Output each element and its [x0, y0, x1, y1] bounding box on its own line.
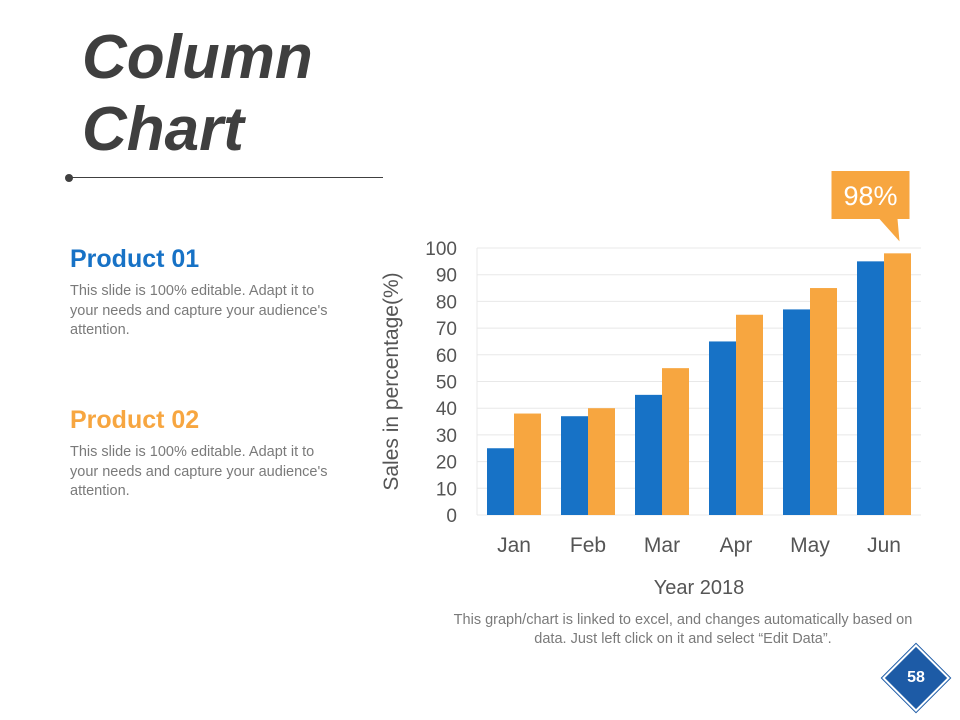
- callout-bubble: [831, 171, 910, 242]
- y-tick-label: 70: [436, 319, 457, 340]
- y-tick-label: 80: [436, 292, 457, 313]
- x-axis-ticks: Jan Feb Mar Apr May Jun: [497, 534, 901, 557]
- y-tick-label: 30: [436, 426, 457, 447]
- y-tick-label: 0: [446, 506, 457, 527]
- title-underline: [69, 177, 383, 178]
- bar-jun-series-2: [884, 253, 911, 515]
- x-tick-label: Feb: [570, 534, 606, 557]
- slide-title: Column Chart: [82, 22, 313, 166]
- y-tick-label: 90: [436, 266, 457, 287]
- bar-mar-series-2: [662, 368, 689, 515]
- slide-title-line-1: Column: [82, 23, 313, 92]
- product-01-block: Product 01 This slide is 100% editable. …: [70, 244, 340, 341]
- bar-jan-series-1: [487, 448, 514, 515]
- chart-footnote: This graph/chart is linked to excel, and…: [453, 612, 913, 647]
- bar-mar-series-1: [635, 394, 662, 515]
- y-tick-label: 60: [436, 346, 457, 367]
- callout-label: 98%: [843, 181, 897, 211]
- y-tick-label: 50: [436, 373, 457, 394]
- x-tick-label: May: [790, 534, 830, 557]
- title-underline-dot: [65, 174, 73, 182]
- y-tick-label: 20: [436, 453, 457, 474]
- x-tick-label: Apr: [720, 534, 753, 557]
- product-02-block: Product 02 This slide is 100% editable. …: [70, 405, 340, 502]
- page-number: 58: [907, 669, 925, 686]
- product-01-heading: Product 01: [70, 245, 200, 273]
- bar-apr-series-2: [736, 314, 763, 515]
- column-chart: 0 10 20 30 40 50 60 70 80 90 100 Jan Feb Mar Apr May Ju…: [380, 171, 921, 599]
- bar-jun-series-1: [857, 261, 884, 515]
- product-02-heading: Product 02: [70, 406, 200, 434]
- bar-feb-series-2: [588, 408, 615, 515]
- value-callout: 98%: [831, 171, 910, 242]
- bar-jan-series-2: [514, 413, 541, 515]
- x-axis-label: Year 2018: [654, 577, 744, 599]
- x-tick-label: Jan: [497, 534, 531, 557]
- product-02-description: This slide is 100% editable. Adapt it to…: [70, 444, 328, 499]
- bar-may-series-1: [783, 309, 810, 515]
- bar-apr-series-1: [709, 341, 736, 515]
- y-tick-label: 40: [436, 399, 457, 420]
- chart-bars: [487, 253, 911, 515]
- chart-gridlines: [476, 247, 921, 516]
- slide-title-line-2: Chart: [82, 95, 244, 164]
- bar-feb-series-1: [561, 416, 588, 515]
- y-axis-ticks: 0 10 20 30 40 50 60 70 80 90 100: [425, 239, 457, 527]
- x-tick-label: Mar: [644, 534, 680, 557]
- bar-may-series-2: [810, 288, 837, 515]
- y-tick-label: 100: [425, 239, 457, 260]
- y-axis-label: Sales in percentage(%): [380, 272, 403, 490]
- x-tick-label: Jun: [867, 534, 901, 557]
- y-tick-label: 10: [436, 479, 457, 500]
- product-01-description: This slide is 100% editable. Adapt it to…: [70, 283, 328, 338]
